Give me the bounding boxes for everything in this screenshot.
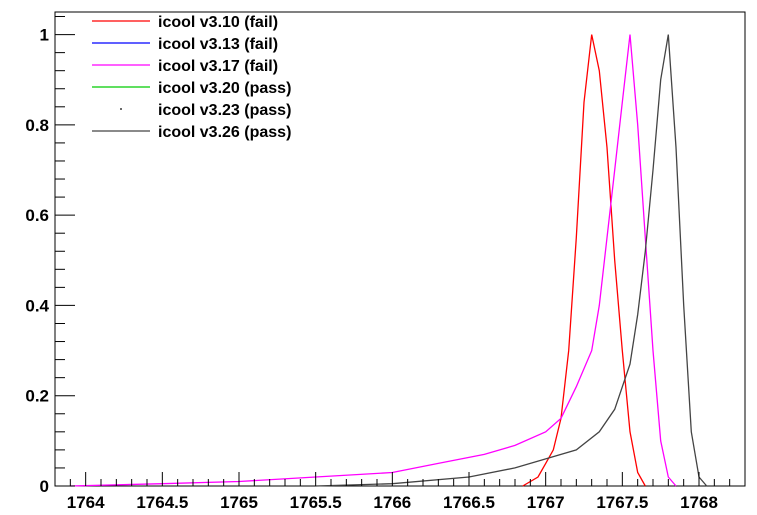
x-tick-label: 1766.5: [443, 493, 495, 512]
x-tick-label: 1767.5: [596, 493, 648, 512]
series-layer: [70, 34, 708, 487]
legend-entry-label: icool v3.26 (pass): [158, 124, 291, 141]
series-line: [70, 34, 677, 487]
series-line: [315, 34, 708, 487]
y-tick-label: 0.6: [25, 206, 49, 225]
x-tick-label: 1765: [220, 493, 258, 512]
legend-entry-label: icool v3.23 (pass): [158, 102, 291, 119]
x-tick-label: 1766: [373, 493, 411, 512]
x-tick-label: 1765.5: [290, 493, 342, 512]
y-tick-label: 0.4: [25, 296, 49, 315]
tick-layer: 1764 1764.5 1765 1765.5 1766 1766.5 1767 1767.5…: [25, 16, 746, 512]
x-tick-label: 1768: [680, 493, 718, 512]
legend-marker: [120, 108, 122, 110]
y-tick-label: 0: [40, 477, 49, 496]
x-tick-label: 1767: [527, 493, 565, 512]
x-tick-label: 1764.5: [136, 493, 188, 512]
legend-entry-label: icool v3.13 (fail): [158, 36, 278, 53]
legend-entry-label: icool v3.10 (fail): [158, 14, 278, 31]
legend: icool v3.10 (fail) icool v3.13 (fail) icoo…: [92, 14, 291, 141]
legend-entry-label: icool v3.20 (pass): [158, 80, 291, 97]
series-line: [522, 34, 646, 487]
plot-frame: [54, 11, 746, 487]
y-tick-label: 0.8: [25, 116, 49, 135]
y-tick-label: 1: [40, 26, 49, 45]
x-tick-label: 1764: [67, 493, 105, 512]
y-tick-label: 0.2: [25, 387, 49, 406]
legend-entry-label: icool v3.17 (fail): [158, 58, 278, 75]
